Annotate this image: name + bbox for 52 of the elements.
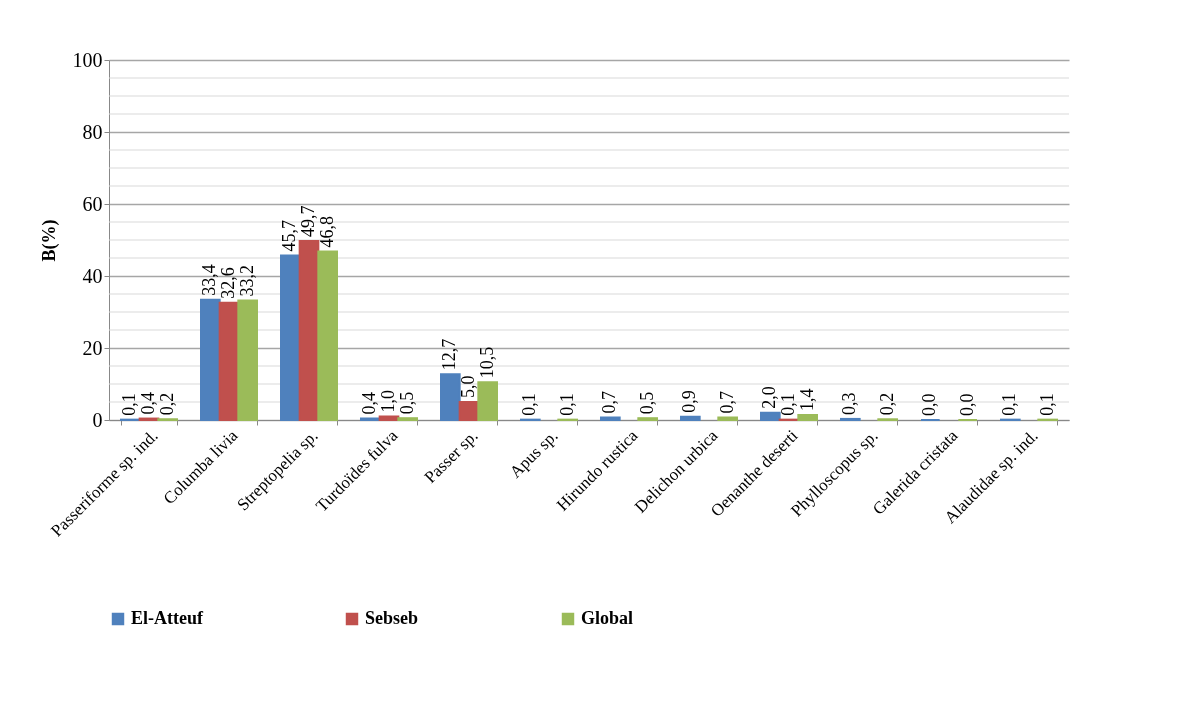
data-label: 1,0 xyxy=(378,389,398,413)
y-tick-label: 60 xyxy=(82,192,103,215)
y-tick-label: 20 xyxy=(82,336,103,359)
data-label: 12,7 xyxy=(439,338,460,371)
y-tick-label: 80 xyxy=(82,120,103,143)
data-label: 33,4 xyxy=(199,264,220,296)
bar xyxy=(717,416,738,421)
bar xyxy=(200,298,221,421)
bar xyxy=(280,254,301,421)
data-label: 0,2 xyxy=(876,392,897,416)
data-label: 33,2 xyxy=(236,264,257,297)
data-label: 0,1 xyxy=(556,393,577,416)
data-label: 0,3 xyxy=(839,392,860,415)
bar xyxy=(797,413,818,421)
legend-label: Sebseb xyxy=(365,608,419,628)
data-label: 0,0 xyxy=(956,393,977,416)
data-label: 0,2 xyxy=(156,392,177,416)
bar xyxy=(237,299,258,421)
data-label: 1,4 xyxy=(796,388,817,411)
data-label: 0,5 xyxy=(396,391,417,415)
data-label: 0,7 xyxy=(716,390,737,414)
bar xyxy=(600,416,621,421)
bar xyxy=(378,415,400,421)
bar xyxy=(680,415,701,421)
y-tick-label: 100 xyxy=(72,48,103,71)
data-label: 0,4 xyxy=(138,392,158,415)
data-label: 0,1 xyxy=(1036,393,1057,416)
data-label: 0,1 xyxy=(778,393,798,416)
data-label: 32,6 xyxy=(218,267,238,299)
data-label: 0,5 xyxy=(636,391,657,415)
data-label: 5,0 xyxy=(458,375,478,398)
y-tick-label: 40 xyxy=(82,264,103,287)
legend-label: El-Atteuf xyxy=(131,608,204,628)
data-label: 10,5 xyxy=(476,346,497,379)
data-label: 0,9 xyxy=(679,390,700,413)
data-label: 2,0 xyxy=(759,386,780,409)
bar xyxy=(317,250,338,421)
bar xyxy=(440,373,461,421)
data-label: 0,1 xyxy=(999,393,1020,416)
legend-label: Global xyxy=(581,608,634,628)
data-label: 0,0 xyxy=(919,393,940,416)
data-label: 0,1 xyxy=(119,393,140,416)
y-axis-title: B(%) xyxy=(38,219,60,262)
bar xyxy=(477,381,498,421)
data-label: 46,8 xyxy=(316,216,337,248)
data-label: 49,7 xyxy=(298,205,318,238)
y-tick-label: 0 xyxy=(92,408,103,431)
data-label: 0,4 xyxy=(359,392,380,415)
data-label: 0,1 xyxy=(519,393,540,416)
bar xyxy=(760,411,781,421)
data-label: 0,7 xyxy=(599,390,620,414)
data-label: 45,7 xyxy=(279,219,300,252)
